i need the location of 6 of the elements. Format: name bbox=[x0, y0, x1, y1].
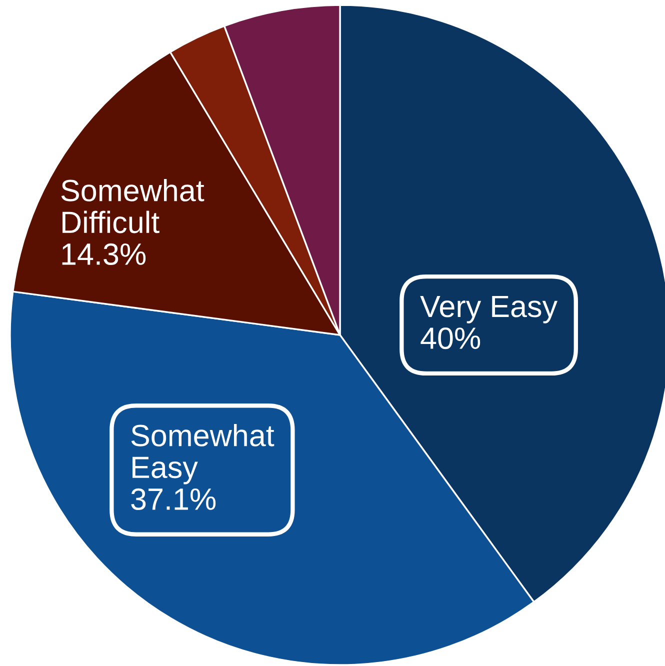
data-label: 37.1% bbox=[131, 488, 216, 510]
slice-label: Somewhat Easy bbox=[131, 424, 274, 484]
slice-label: Somewhat Difficult bbox=[61, 178, 204, 234]
data-label: 14.3% bbox=[62, 243, 146, 266]
slice-label: Very Easy bbox=[420, 296, 558, 324]
data-label: 40% bbox=[420, 327, 480, 350]
